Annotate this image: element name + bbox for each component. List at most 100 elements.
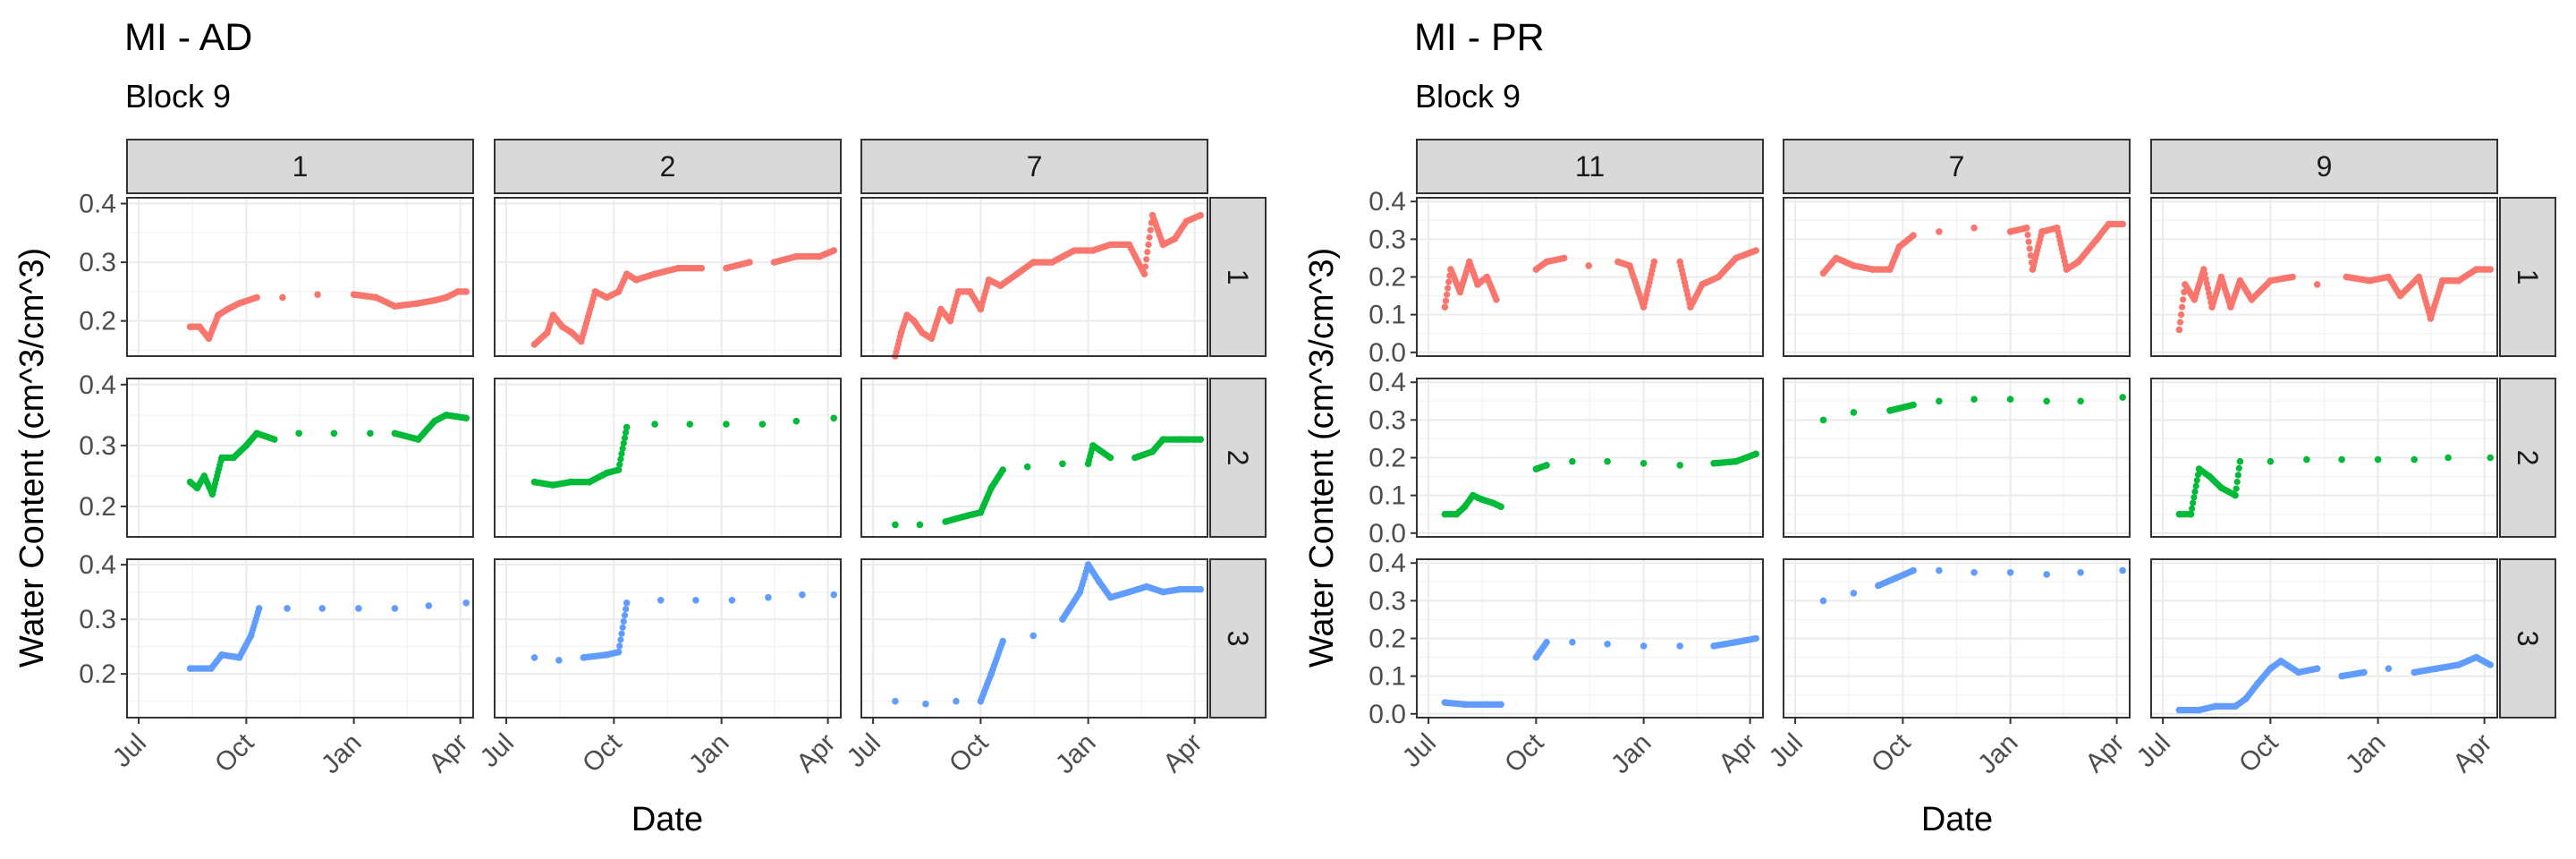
data-point bbox=[1532, 653, 1540, 661]
data-point bbox=[414, 436, 422, 443]
data-point bbox=[2385, 665, 2393, 672]
data-series bbox=[186, 600, 470, 672]
data-point bbox=[1497, 701, 1504, 709]
data-point bbox=[1640, 303, 1648, 311]
y-tick-label: 0.3 bbox=[79, 431, 116, 461]
data-point bbox=[1752, 247, 1759, 254]
data-point bbox=[620, 617, 627, 625]
data-point bbox=[1146, 234, 1153, 241]
data-point bbox=[559, 323, 566, 331]
x-axis-title: Date bbox=[1921, 801, 1993, 838]
facet-strip-row-label: 3 bbox=[2512, 631, 2544, 647]
panel-border bbox=[1416, 558, 1764, 719]
data-point bbox=[1604, 457, 1611, 465]
data-point bbox=[1585, 262, 1592, 269]
data-point bbox=[414, 300, 422, 307]
data-point bbox=[1910, 566, 1917, 574]
facet-panel bbox=[126, 197, 474, 357]
panel-border bbox=[494, 378, 842, 538]
data-point bbox=[1013, 270, 1021, 278]
data-point bbox=[2038, 228, 2046, 235]
y-axis-title: Water Content (cm^3/cm^3) bbox=[1303, 248, 1341, 668]
data-point bbox=[2178, 311, 2185, 319]
data-point bbox=[2187, 510, 2195, 518]
data-point bbox=[2180, 296, 2187, 303]
data-point bbox=[985, 276, 993, 284]
data-point bbox=[1936, 397, 1943, 405]
data-point bbox=[2077, 569, 2084, 576]
y-tick-label: 0.4 bbox=[1368, 187, 1406, 217]
data-point bbox=[892, 697, 899, 705]
data-point bbox=[1059, 616, 1066, 623]
data-point bbox=[2043, 571, 2050, 578]
y-tick-label: 0.4 bbox=[79, 550, 116, 580]
data-point bbox=[1474, 281, 1481, 288]
data-point bbox=[953, 697, 960, 705]
facet-strip-column bbox=[860, 139, 1208, 194]
y-tick-label: 0.4 bbox=[1368, 549, 1406, 578]
data-point bbox=[1819, 269, 1827, 277]
data-point bbox=[2212, 702, 2219, 710]
data-point bbox=[1197, 585, 1204, 593]
data-point bbox=[651, 421, 658, 428]
panel-border bbox=[2150, 378, 2498, 538]
panel-border bbox=[860, 197, 1208, 357]
data-point bbox=[1970, 395, 1978, 404]
data-point bbox=[2338, 672, 2345, 680]
data-point bbox=[618, 630, 625, 637]
data-point bbox=[253, 293, 260, 302]
data-point bbox=[2179, 303, 2186, 310]
data-point bbox=[391, 302, 399, 310]
facet-panel bbox=[860, 378, 1208, 538]
data-point bbox=[224, 305, 232, 313]
data-point bbox=[270, 436, 278, 443]
data-point bbox=[1125, 241, 1133, 249]
data-point bbox=[279, 293, 286, 302]
data-point bbox=[1640, 460, 1648, 467]
data-point bbox=[1483, 273, 1491, 281]
data-point bbox=[1143, 256, 1150, 263]
data-point bbox=[999, 637, 1006, 645]
data-series bbox=[186, 288, 470, 343]
data-point bbox=[549, 311, 557, 319]
x-tick-label: Oct bbox=[577, 727, 628, 778]
data-point bbox=[1850, 590, 1858, 597]
y-tick-label: 0.0 bbox=[1368, 700, 1406, 729]
x-tick-label: Apr bbox=[1713, 728, 1763, 778]
data-point bbox=[1071, 247, 1078, 254]
facet-panel bbox=[2150, 197, 2498, 357]
data-point bbox=[2360, 668, 2368, 676]
panel-border bbox=[860, 378, 1208, 538]
panel-border bbox=[1783, 558, 2131, 719]
data-point bbox=[1970, 224, 1978, 232]
facet-panel bbox=[1416, 378, 1764, 538]
data-point bbox=[2487, 661, 2494, 668]
data-point bbox=[1461, 503, 1469, 511]
data-point bbox=[928, 335, 936, 343]
data-point bbox=[2242, 695, 2250, 702]
data-series bbox=[1441, 450, 1759, 518]
data-point bbox=[2385, 273, 2393, 281]
panel-border bbox=[1783, 197, 2131, 357]
data-point bbox=[2236, 457, 2244, 465]
data-point bbox=[2023, 224, 2030, 232]
data-point bbox=[1650, 258, 1658, 266]
data-point bbox=[443, 412, 450, 419]
data-point bbox=[911, 317, 918, 325]
data-point bbox=[1148, 211, 1157, 219]
data-point bbox=[2025, 238, 2032, 245]
facet-strip-row-label: 1 bbox=[1222, 269, 1254, 285]
facet-strip-row bbox=[2499, 197, 2556, 357]
data-point bbox=[1106, 241, 1114, 249]
data-point bbox=[897, 329, 905, 336]
y-tick-label: 0.1 bbox=[1368, 301, 1406, 330]
data-point bbox=[617, 455, 624, 463]
panel-border bbox=[1783, 378, 2131, 538]
data-point bbox=[186, 323, 194, 331]
data-point bbox=[2277, 658, 2284, 665]
chart-title: MI - AD bbox=[124, 16, 252, 59]
x-tick-label: Jul bbox=[842, 728, 886, 773]
x-tick-label: Apr bbox=[1157, 728, 1208, 778]
data-series bbox=[1819, 394, 2126, 424]
